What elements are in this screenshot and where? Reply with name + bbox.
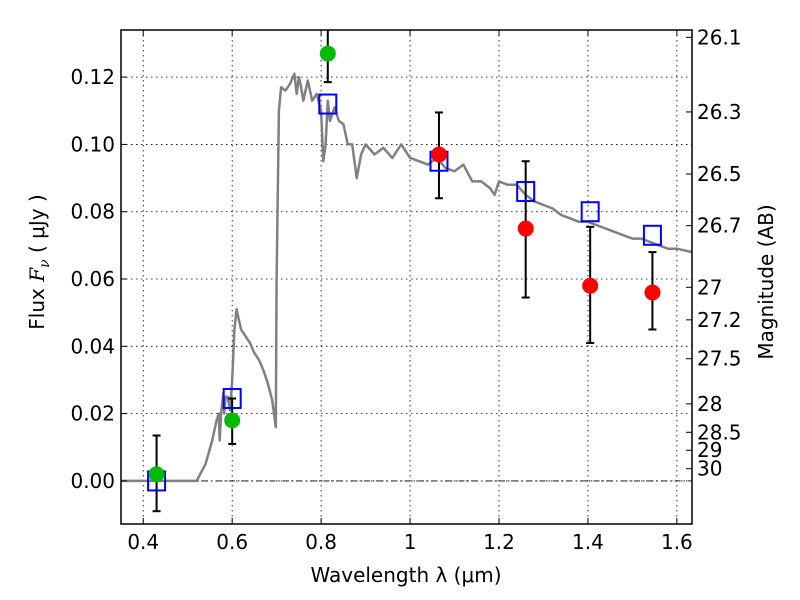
ticks: 0.4 0.6 0.8 1 1.2 1.4 1.6 0.00 0.02 0.04 0.06 0.08 0… — [70, 25, 741, 554]
observed-point-circle — [644, 284, 661, 301]
model-point-square — [318, 93, 338, 115]
spectrum-line — [121, 72, 692, 483]
y-tick-label: 0.04 — [70, 334, 115, 358]
observed-point-circle — [224, 412, 241, 429]
observed-point-circle — [517, 220, 534, 237]
model-point-square — [580, 201, 600, 223]
observed-point-circle — [582, 277, 599, 294]
grid — [121, 30, 692, 524]
x-tick-label: 0.4 — [127, 530, 159, 554]
x-tick-label: 0.8 — [305, 530, 337, 554]
y2-tick-label: 30 — [697, 457, 722, 481]
y2-tick-label: 26.5 — [697, 162, 742, 186]
x-tick-label: 1 — [404, 530, 417, 554]
x-axis-label-text: Wavelength λ (μm) — [310, 563, 501, 587]
x-tick-label: 1.2 — [483, 530, 515, 554]
x-axis-label: Wavelength λ (μm) — [310, 563, 501, 587]
y-axis-label: Flux Fν ( μJy ) — [25, 194, 53, 329]
plot-area — [121, 30, 692, 513]
model-point-square — [516, 181, 536, 203]
y2-tick-label: 28 — [697, 392, 722, 416]
y2-tick-label: 27 — [697, 275, 722, 299]
x-tick-label: 1.4 — [572, 530, 604, 554]
y-axis-label-unit: ( μJy ) — [25, 194, 49, 259]
observed-point-circle — [148, 466, 165, 483]
y-tick-label: 0.12 — [70, 65, 115, 89]
x-tick-label: 0.6 — [216, 530, 248, 554]
model-point-square — [222, 387, 242, 409]
axes-frame — [120, 29, 693, 525]
x-tick-label: 1.6 — [661, 530, 693, 554]
y2-tick-label: 26.1 — [697, 25, 742, 49]
y2-tick-label: 28.5 — [697, 420, 742, 444]
model-point-square — [642, 224, 662, 246]
y-tick-label: 0.10 — [70, 132, 115, 156]
y-tick-label: 0.08 — [70, 200, 115, 224]
y-tick-label: 0.02 — [70, 402, 115, 426]
y-axis-label-subscript: ν — [37, 259, 53, 268]
observed-point-circle — [430, 146, 447, 163]
y2-axis-label: Magnitude (AB) — [754, 204, 778, 359]
y-tick-label: 0.00 — [70, 469, 115, 493]
y2-tick-label: 27.5 — [697, 347, 742, 371]
y2-tick-label: 29 — [697, 438, 722, 462]
y-axis-label-symbol: F — [25, 267, 49, 283]
y2-tick-label: 26.7 — [697, 214, 742, 238]
y2-tick-label: 27.2 — [697, 308, 742, 332]
y-axis-label-prefix: Flux — [25, 282, 49, 330]
y2-tick-label: 26.3 — [697, 100, 742, 124]
y-tick-label: 0.06 — [70, 267, 115, 291]
observed-point-circle — [319, 45, 336, 62]
